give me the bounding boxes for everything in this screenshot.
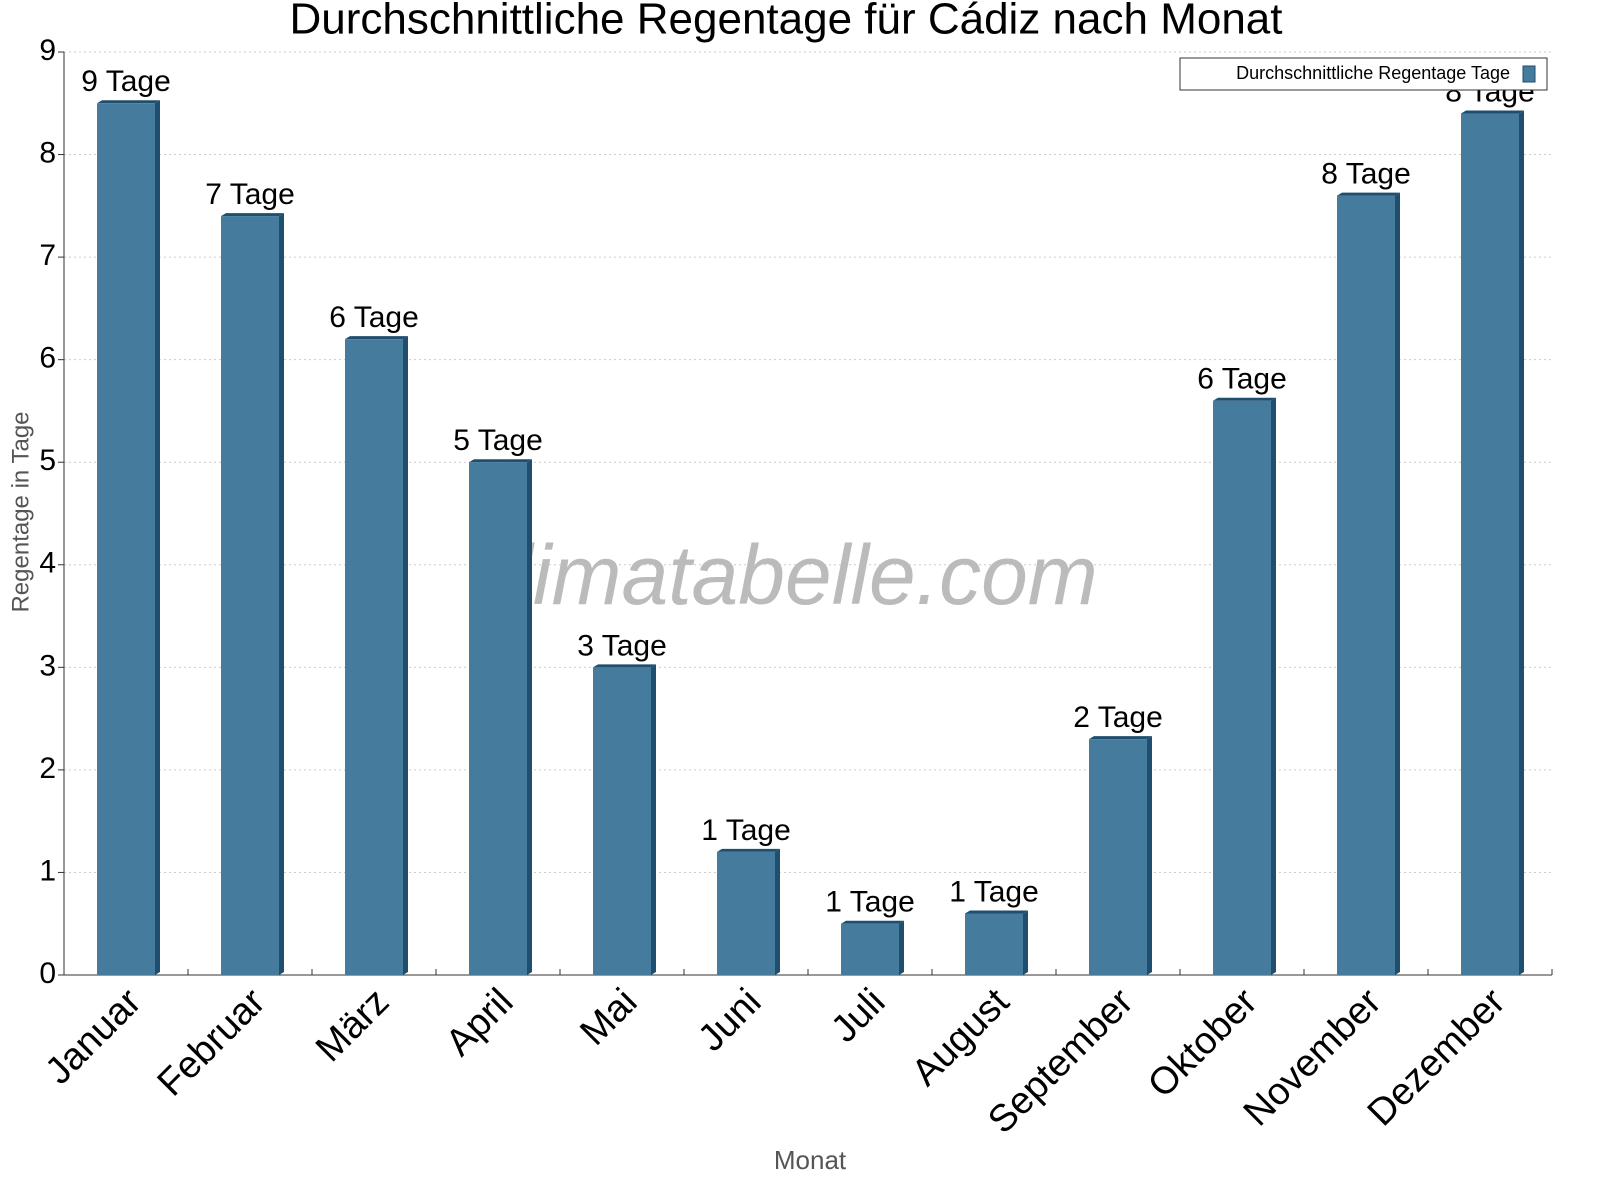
y-tick-label: 5: [39, 444, 56, 477]
x-tick-label: August: [904, 980, 1018, 1094]
bar: [1461, 113, 1519, 976]
bar: [1089, 739, 1147, 975]
bar-side: [651, 664, 656, 975]
value-label: 1 Tage: [825, 886, 915, 919]
value-label: 2 Tage: [1073, 701, 1163, 734]
bar-top: [717, 848, 780, 852]
x-tick-label: März: [308, 981, 397, 1070]
bar: [965, 913, 1023, 975]
y-tick-label: 8: [39, 136, 56, 169]
bar-top: [97, 100, 160, 104]
bar-top: [593, 664, 656, 668]
value-label: 1 Tage: [701, 814, 791, 847]
x-tick-label: Juni: [690, 981, 769, 1060]
bar-side: [527, 459, 532, 975]
value-label: 6 Tage: [1197, 363, 1287, 396]
legend-box: [1179, 57, 1548, 91]
x-tick-label: April: [438, 981, 521, 1064]
bar-side: [1023, 910, 1028, 975]
y-tick-label: 2: [39, 752, 56, 785]
x-tick-label: Februar: [150, 981, 274, 1105]
y-axis-title: Regentage in Tage: [7, 411, 34, 612]
bar: [1213, 400, 1271, 975]
bar: [841, 923, 899, 975]
x-axis-title: Monat: [774, 1145, 847, 1175]
bar-side: [899, 920, 904, 975]
y-tick-label: 6: [39, 342, 56, 375]
bar: [593, 667, 651, 975]
bar-side: [775, 848, 780, 975]
y-tick-label: 4: [39, 547, 56, 580]
legend-label: Durchschnittliche Regentage Tage: [1236, 63, 1510, 83]
bar-top: [1089, 736, 1152, 740]
bar-top: [469, 459, 532, 463]
bar-side: [1147, 736, 1152, 975]
y-tick-label: 0: [39, 957, 56, 990]
y-tick-label: 3: [39, 649, 56, 682]
chart-title: Durchschnittliche Regentage für Cádiz na…: [290, 0, 1283, 44]
value-label: 7 Tage: [205, 178, 295, 211]
legend: Durchschnittliche Regentage Tage: [1179, 57, 1548, 91]
value-label: 1 Tage: [949, 875, 1039, 908]
bar-side: [1271, 397, 1276, 975]
y-tick-label: 7: [39, 239, 56, 272]
value-label: 6 Tage: [329, 301, 419, 334]
bar-top: [841, 920, 904, 924]
bar-side: [155, 100, 160, 976]
bar-side: [403, 336, 408, 976]
x-tick-label: Januar: [38, 981, 150, 1093]
bar-top: [1337, 192, 1400, 196]
bar: [221, 216, 279, 976]
bar: [345, 339, 403, 976]
x-tick-label: Oktober: [1140, 981, 1266, 1107]
value-label: 9 Tage: [81, 65, 171, 98]
bar: [1337, 195, 1395, 976]
bar-side: [1519, 110, 1524, 976]
x-tick-label: Dezember: [1360, 981, 1514, 1135]
bar-side: [1395, 192, 1400, 976]
bar-top: [345, 336, 408, 340]
x-tick-label: Juli: [823, 981, 893, 1051]
y-tick-label: 1: [39, 854, 56, 887]
value-label: 5 Tage: [453, 424, 543, 457]
y-tick-label: 9: [39, 34, 56, 67]
bar-top: [1213, 397, 1276, 401]
bar-side: [279, 213, 284, 976]
bar: [469, 462, 527, 975]
bar-top: [965, 910, 1028, 914]
legend-swatch: [1522, 65, 1536, 83]
bar: [717, 851, 775, 975]
x-tick-label: Mai: [572, 981, 645, 1054]
value-label: 8 Tage: [1321, 157, 1411, 190]
bar-top: [1461, 110, 1524, 114]
watermark: klimatabelle.com: [472, 528, 1098, 622]
value-label: 3 Tage: [577, 629, 667, 662]
bar-top: [221, 213, 284, 217]
bar: [97, 103, 155, 976]
